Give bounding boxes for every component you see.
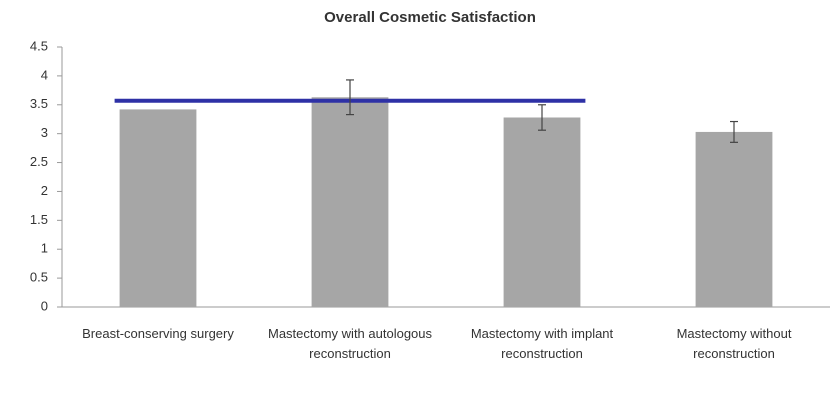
y-tick-label: 1.5	[30, 212, 48, 227]
y-tick-label: 2.5	[30, 154, 48, 169]
y-tick-label: 0.5	[30, 270, 48, 285]
error-bar	[538, 104, 546, 131]
x-tick-label: Mastectomy without reconstruction	[676, 326, 792, 361]
y-tick-label: 4.5	[30, 38, 48, 53]
y-tick-label: 4	[41, 67, 48, 82]
bar	[503, 117, 581, 307]
error-bar	[730, 120, 738, 143]
y-tick-label: 3.5	[30, 96, 48, 111]
x-tick-label: Mastectomy with autologous reconstructio…	[267, 326, 433, 361]
bar	[119, 109, 197, 308]
x-tick-label: Mastectomy with implant reconstruction	[470, 326, 614, 361]
chart-title: Overall Cosmetic Satisfaction	[324, 9, 536, 26]
y-tick-label: 3	[41, 125, 48, 140]
y-tick-label: 2	[41, 183, 48, 198]
error-bar	[346, 79, 354, 116]
y-tick-label: 1	[41, 241, 48, 256]
y-tick-label: 0	[41, 298, 48, 313]
x-tick-label: Breast-conserving surgery	[82, 326, 234, 341]
bar	[695, 131, 773, 307]
bar	[311, 97, 389, 308]
